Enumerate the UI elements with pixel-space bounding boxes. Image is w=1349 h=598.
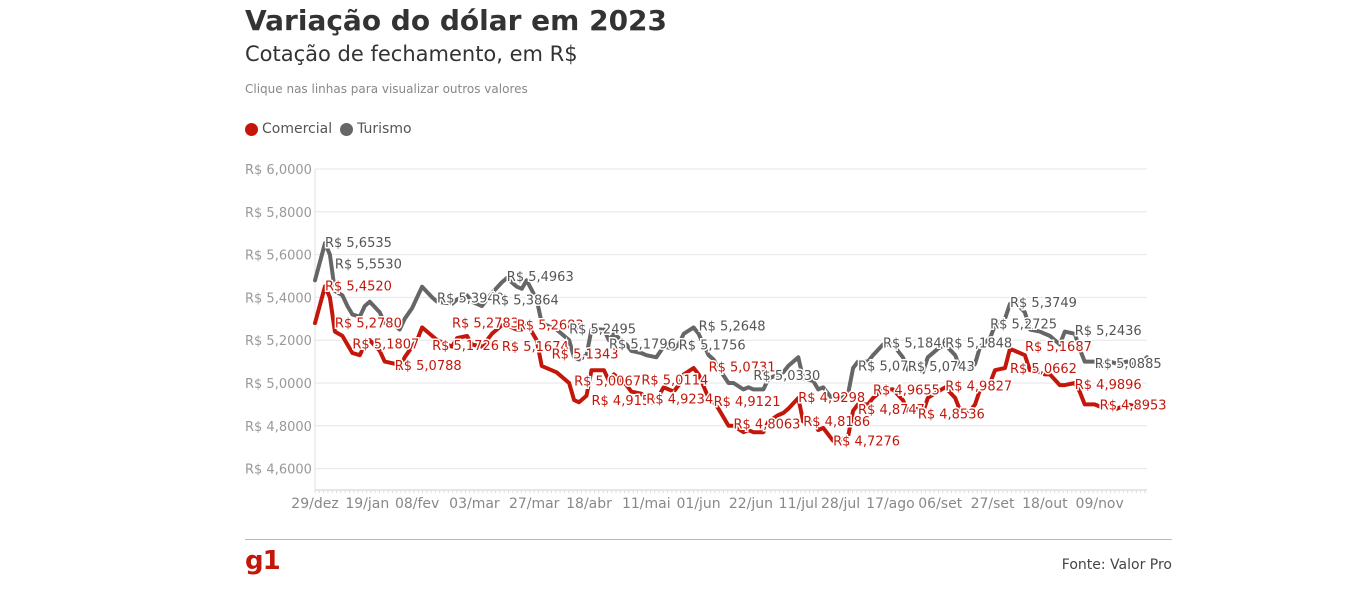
x-tick-label: 06/set bbox=[918, 496, 962, 512]
x-tick-label: 11/mai bbox=[622, 496, 671, 512]
footer-divider bbox=[245, 539, 1172, 540]
y-tick-label: R$ 4,8000 bbox=[245, 420, 312, 435]
legend-swatch-comercial bbox=[245, 122, 258, 136]
y-tick-label: R$ 5,8000 bbox=[245, 206, 312, 221]
data-label-comercial: R$ 5,4520 bbox=[325, 279, 392, 294]
data-label-turismo: R$ 5,2436 bbox=[1075, 324, 1142, 339]
y-tick-label: R$ 4,6000 bbox=[245, 463, 312, 478]
data-label-comercial: R$ 5,1343 bbox=[552, 347, 619, 362]
data-label-comercial: R$ 4,8747 bbox=[858, 403, 925, 418]
data-label-turismo: R$ 5,2495 bbox=[569, 323, 636, 338]
data-label-comercial: R$ 5,1726 bbox=[432, 339, 499, 354]
data-label-comercial: R$ 5,0662 bbox=[1010, 362, 1077, 377]
x-tick-label: 27/mar bbox=[509, 496, 560, 512]
data-label-comercial: R$ 4,9121 bbox=[714, 395, 781, 410]
data-label-comercial: R$ 4,7276 bbox=[833, 434, 900, 449]
data-label-comercial: R$ 4,8063 bbox=[733, 417, 800, 432]
data-label-comercial: R$ 4,9655 bbox=[873, 383, 940, 398]
series-line-turismo[interactable] bbox=[313, 241, 1149, 403]
data-label-turismo: R$ 5,2648 bbox=[699, 319, 766, 334]
x-tick-label: 01/jun bbox=[677, 496, 721, 512]
data-label-turismo: R$ 5,2725 bbox=[990, 318, 1057, 333]
y-tick-label: R$ 5,0000 bbox=[245, 377, 312, 392]
data-label-turismo: R$ 5,3949 bbox=[437, 291, 504, 306]
data-label-comercial: R$ 5,0114 bbox=[641, 374, 708, 389]
x-axis: 29/dez 19/jan 08/fev 03/mar 27/mar 18/abr 11/m… bbox=[291, 489, 1147, 512]
data-label-comercial: R$ 5,2683 bbox=[517, 319, 584, 334]
data-label-comercial: R$ 5,2780 bbox=[335, 317, 402, 332]
data-label-turismo: R$ 5,4963 bbox=[507, 270, 574, 285]
legend-label-turismo: Turismo bbox=[357, 121, 412, 137]
data-label-comercial: R$ 4,9298 bbox=[798, 391, 865, 406]
data-label-comercial: R$ 4,9151 bbox=[592, 394, 659, 409]
data-label-turismo: R$ 5,0768 bbox=[858, 360, 925, 375]
data-label-comercial: R$ 5,2783 bbox=[452, 316, 519, 331]
x-tick-label: 28/jul bbox=[821, 496, 860, 512]
data-label-turismo: R$ 5,6535 bbox=[325, 236, 392, 251]
data-label-turismo: R$ 5,0330 bbox=[753, 369, 820, 384]
data-label-turismo: R$ 5,0743 bbox=[908, 360, 975, 375]
data-label-comercial: R$ 4,9896 bbox=[1075, 378, 1142, 393]
y-tick-label: R$ 5,6000 bbox=[245, 249, 312, 264]
source-note: Fonte: Valor Pro bbox=[1061, 557, 1172, 573]
chart-subtitle: Cotação de fechamento, em R$ bbox=[245, 42, 578, 66]
data-label-turismo: R$ 5,1796 bbox=[609, 338, 676, 353]
x-tick-label: 03/mar bbox=[449, 496, 500, 512]
x-tick-label: 29/dez bbox=[291, 496, 338, 512]
data-label-comercial: R$ 4,8186 bbox=[803, 415, 870, 430]
x-tick-label: 19/jan bbox=[345, 496, 389, 512]
g1-logo: g1 bbox=[245, 546, 281, 576]
data-label-comercial: R$ 4,9234 bbox=[646, 392, 713, 407]
series-lines bbox=[313, 241, 1149, 443]
data-label-comercial: R$ 5,0788 bbox=[395, 359, 462, 374]
chart-title: Variação do dólar em 2023 bbox=[245, 4, 668, 37]
data-label-comercial: R$ 4,8953 bbox=[1100, 398, 1167, 413]
y-axis: R$ 4,6000 R$ 4,8000 R$ 5,0000 R$ 5,2000 R$ 5… bbox=[245, 163, 316, 490]
chart-instruction-note: Clique nas linhas para visualizar outros… bbox=[245, 82, 528, 96]
data-label-turismo: R$ 5,3864 bbox=[492, 293, 559, 308]
y-tick-label: R$ 5,2000 bbox=[245, 334, 312, 349]
x-tick-label: 18/out bbox=[1022, 496, 1068, 512]
data-label-comercial: R$ 5,1687 bbox=[1025, 340, 1092, 355]
data-label-turismo: R$ 5,3749 bbox=[1010, 296, 1077, 311]
legend: Comercial Turismo bbox=[245, 121, 420, 137]
x-tick-label: 08/fev bbox=[395, 496, 439, 512]
data-label-comercial: R$ 5,1807 bbox=[352, 337, 419, 352]
x-tick-label: 22/jun bbox=[729, 496, 773, 512]
series-line-comercial[interactable] bbox=[313, 284, 1149, 443]
x-tick-label: 17/ago bbox=[866, 496, 915, 512]
legend-label-comercial: Comercial bbox=[262, 121, 333, 137]
data-label-turismo: R$ 5,1848 bbox=[945, 336, 1012, 351]
legend-swatch-turismo bbox=[340, 122, 354, 136]
data-label-turismo: R$ 5,1846 bbox=[883, 336, 950, 351]
x-tick-label: 27/set bbox=[971, 496, 1015, 512]
data-label-comercial: R$ 5,0067 bbox=[574, 375, 641, 390]
legend-item-comercial[interactable]: Comercial bbox=[245, 121, 332, 137]
y-tick-label: R$ 6,0000 bbox=[245, 163, 312, 178]
data-labels: R$ 5,4520 R$ 5,2780 R$ 5,1807 R$ 5,0788 R$ 5… bbox=[323, 235, 1168, 451]
data-label-comercial: R$ 4,8536 bbox=[918, 407, 985, 422]
data-label-turismo: R$ 5,0885 bbox=[1095, 357, 1162, 372]
y-tick-label: R$ 5,4000 bbox=[245, 291, 312, 306]
data-label-turismo: R$ 5,1756 bbox=[679, 338, 746, 353]
data-label-comercial: R$ 4,9827 bbox=[945, 380, 1012, 395]
data-label-turismo: R$ 5,5530 bbox=[335, 258, 402, 273]
data-label-comercial: R$ 5,0731 bbox=[709, 360, 776, 375]
x-tick-label: 09/nov bbox=[1076, 496, 1124, 512]
legend-item-turismo[interactable]: Turismo bbox=[340, 121, 412, 137]
x-tick-label: 11/jul bbox=[779, 496, 818, 512]
data-label-comercial: R$ 5,1674 bbox=[502, 340, 569, 355]
x-tick-label: 18/abr bbox=[566, 496, 612, 512]
